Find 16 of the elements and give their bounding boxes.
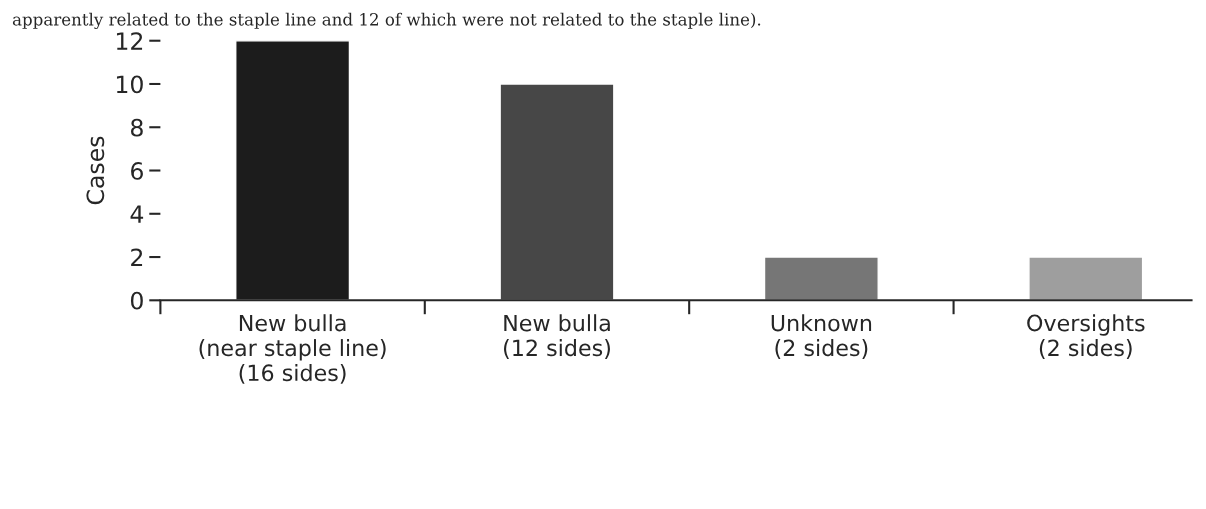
y-tick-label: 6 xyxy=(131,161,143,180)
y-tick-label: 4 xyxy=(130,205,144,223)
y-tick-label: 8 xyxy=(131,118,143,137)
x-tick-label: New bulla (near staple line) (16 sides) xyxy=(199,314,386,384)
chart-title: apparently related to the staple line and 12 of which were not related to the staple line). xyxy=(12,12,761,30)
bar xyxy=(499,83,615,301)
bar xyxy=(763,256,879,301)
y-tick-label: 0 xyxy=(130,291,143,310)
bar xyxy=(1028,256,1144,301)
y-tick-label: 10 xyxy=(116,75,143,94)
x-tick-label: Unknown (2 sides) xyxy=(771,314,872,359)
y-axis-title: Cases xyxy=(86,136,105,205)
x-tick-label: Oversights (2 sides) xyxy=(1027,314,1145,359)
x-tick-label: New bulla (12 sides) xyxy=(504,314,610,359)
y-tick-label: 12 xyxy=(116,32,143,50)
y-tick-label: 2 xyxy=(131,248,143,267)
